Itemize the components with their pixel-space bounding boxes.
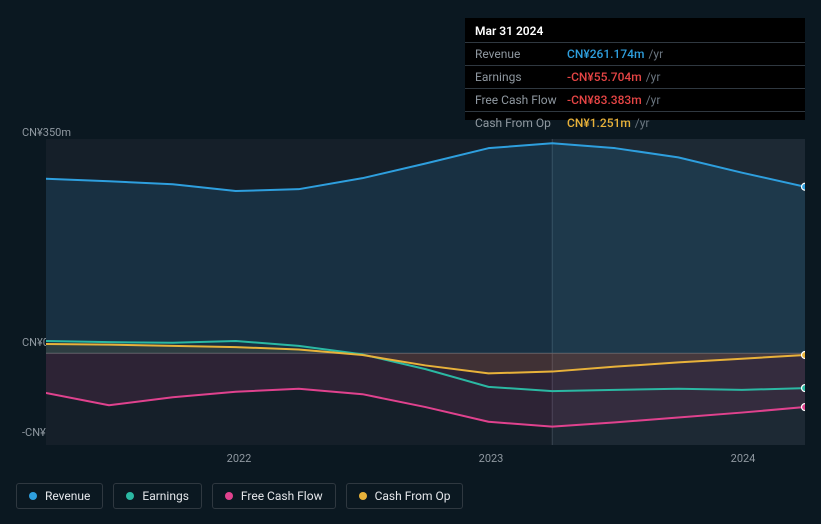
- legend-label: Free Cash Flow: [241, 489, 323, 503]
- tooltip-row: Cash From OpCN¥1.251m/yr: [465, 111, 805, 134]
- tooltip-date: Mar 31 2024: [465, 18, 805, 42]
- legend-item[interactable]: Earnings: [113, 483, 202, 509]
- tooltip-row: RevenueCN¥261.174m/yr: [465, 42, 805, 65]
- legend-dot: [126, 492, 134, 500]
- tooltip-row-suffix: /yr: [646, 91, 661, 109]
- legend-dot: [29, 492, 37, 500]
- legend-label: Cash From Op: [375, 489, 451, 503]
- chart-plot[interactable]: [46, 139, 805, 445]
- tooltip-row-value: -CN¥83.383m: [567, 91, 642, 109]
- tooltip-row-value: -CN¥55.704m: [567, 68, 642, 86]
- tooltip-row: Free Cash Flow-CN¥83.383m/yr: [465, 88, 805, 111]
- legend-label: Earnings: [142, 489, 189, 503]
- y-axis-label: CN¥0: [22, 336, 49, 349]
- tooltip-row-label: Revenue: [475, 45, 567, 63]
- tooltip-row-label: Free Cash Flow: [475, 91, 567, 109]
- tooltip-row-value: CN¥1.251m: [567, 114, 631, 132]
- legend-item[interactable]: Free Cash Flow: [212, 483, 336, 509]
- chart-container: Mar 31 2024 RevenueCN¥261.174m/yrEarning…: [0, 0, 821, 524]
- tooltip-row-label: Cash From Op: [475, 114, 567, 132]
- legend-item[interactable]: Revenue: [16, 483, 103, 509]
- tooltip-row: Earnings-CN¥55.704m/yr: [465, 65, 805, 88]
- data-tooltip: Mar 31 2024 RevenueCN¥261.174m/yrEarning…: [465, 18, 805, 120]
- y-axis-label: CN¥350m: [22, 126, 71, 139]
- x-axis-label: 2024: [731, 452, 756, 465]
- legend: Revenue Earnings Free Cash Flow Cash From O…: [16, 483, 463, 509]
- tooltip-row-suffix: /yr: [635, 114, 650, 132]
- tooltip-row-label: Earnings: [475, 68, 567, 86]
- tooltip-row-suffix: /yr: [648, 45, 663, 63]
- tooltip-row-value: CN¥261.174m: [567, 45, 644, 63]
- legend-label: Revenue: [45, 489, 90, 503]
- legend-dot: [225, 492, 233, 500]
- legend-item[interactable]: Cash From Op: [346, 483, 464, 509]
- tooltip-row-suffix: /yr: [646, 68, 661, 86]
- x-axis-label: 2023: [479, 452, 504, 465]
- legend-dot: [359, 492, 367, 500]
- x-axis-label: 2022: [227, 452, 252, 465]
